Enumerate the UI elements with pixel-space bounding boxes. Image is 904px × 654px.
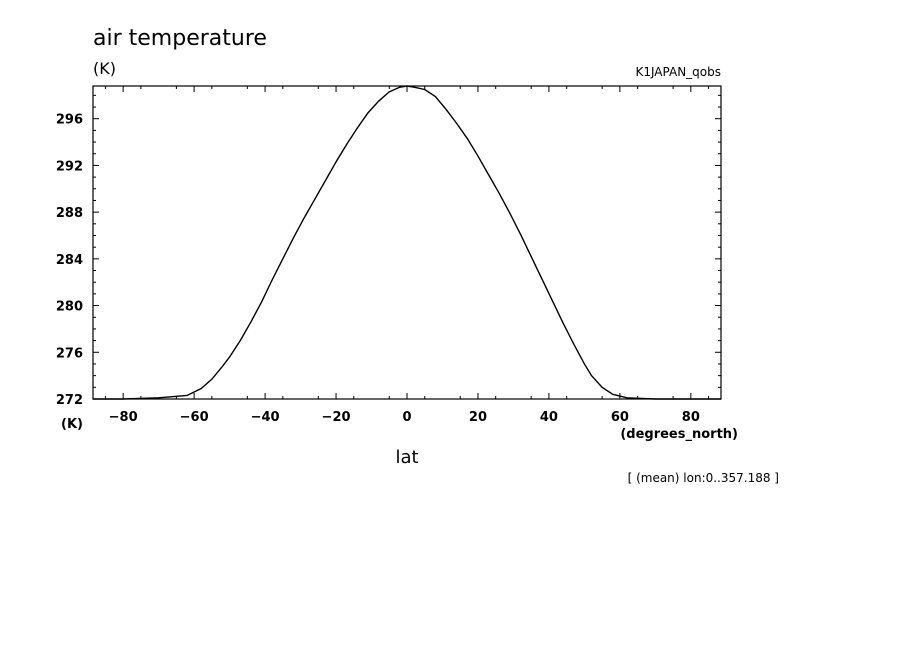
x-tick-label: −60 xyxy=(180,410,209,425)
footnote: [ (mean) lon:0..357.188 ] xyxy=(628,471,779,485)
chart-title: air temperature xyxy=(93,26,267,51)
x-tick-label: −40 xyxy=(251,410,280,425)
y-units-top: (K) xyxy=(93,59,116,78)
x-tick-label: 0 xyxy=(402,410,411,425)
y-tick-label: 292 xyxy=(56,159,83,174)
x-tick-label: 80 xyxy=(682,410,700,425)
x-tick-label: −20 xyxy=(322,410,351,425)
y-tick-label: 272 xyxy=(56,393,83,408)
x-tick-label: 60 xyxy=(611,410,629,425)
y-tick-label: 296 xyxy=(56,113,83,128)
y-tick-label: 276 xyxy=(56,346,83,361)
x-tick-labels: −80 −60 −40 −20 0 20 40 60 80 xyxy=(109,410,700,425)
y-tick-label: 280 xyxy=(56,300,83,315)
y-units-bottom: (K) xyxy=(61,417,83,432)
plot-frame xyxy=(92,85,722,400)
axis-ticks xyxy=(93,86,721,400)
x-units-label: (degrees_north) xyxy=(620,427,738,442)
y-tick-labels: 272 276 280 284 288 292 296 xyxy=(56,113,83,408)
y-tick-label: 284 xyxy=(56,253,83,268)
x-axis-label: lat xyxy=(395,447,418,468)
series-line xyxy=(93,85,721,400)
y-tick-label: 288 xyxy=(56,206,83,221)
plot-area: −80 −60 −40 −20 0 20 40 60 80 272 276 280 284 288 292… xyxy=(56,85,722,425)
x-tick-label: 20 xyxy=(469,410,487,425)
x-tick-label: 40 xyxy=(540,410,558,425)
dataset-label: K1JAPAN_qobs xyxy=(635,65,721,79)
x-tick-label: −80 xyxy=(109,410,138,425)
